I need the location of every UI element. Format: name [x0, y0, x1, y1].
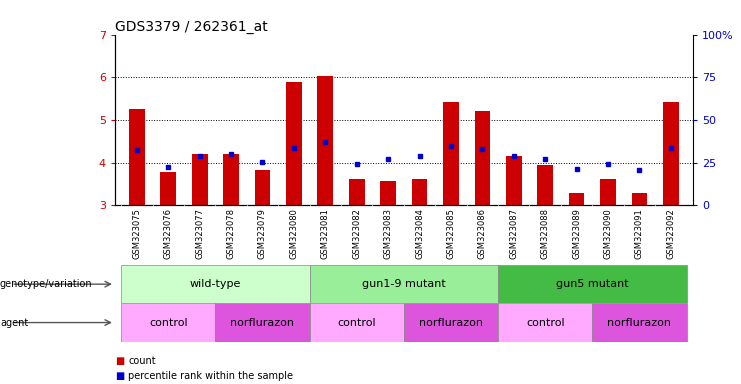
- Text: GSM323089: GSM323089: [572, 209, 581, 259]
- Bar: [129, 109, 144, 205]
- Text: ■: ■: [115, 371, 124, 381]
- Bar: [192, 154, 207, 205]
- Bar: [506, 156, 522, 205]
- Bar: [498, 303, 592, 342]
- Bar: [121, 265, 310, 303]
- Text: GSM323078: GSM323078: [227, 209, 236, 260]
- Bar: [631, 193, 648, 205]
- Text: GSM323077: GSM323077: [195, 209, 205, 260]
- Text: genotype/variation: genotype/variation: [0, 279, 93, 289]
- Bar: [286, 83, 302, 205]
- Text: GSM323085: GSM323085: [447, 209, 456, 259]
- Bar: [600, 179, 616, 205]
- Bar: [569, 193, 585, 205]
- Text: ■: ■: [115, 356, 124, 366]
- Text: gun1-9 mutant: gun1-9 mutant: [362, 279, 446, 289]
- Text: GSM323075: GSM323075: [133, 209, 142, 259]
- Bar: [349, 179, 365, 205]
- Text: GSM323079: GSM323079: [258, 209, 267, 259]
- Bar: [216, 303, 310, 342]
- Text: norflurazon: norflurazon: [608, 318, 671, 328]
- Bar: [592, 303, 687, 342]
- Bar: [663, 102, 679, 205]
- Text: control: control: [526, 318, 565, 328]
- Text: GSM323080: GSM323080: [290, 209, 299, 259]
- Bar: [474, 111, 491, 205]
- Text: control: control: [149, 318, 187, 328]
- Bar: [412, 179, 428, 205]
- Text: norflurazon: norflurazon: [230, 318, 294, 328]
- Bar: [121, 303, 216, 342]
- Text: GSM323092: GSM323092: [666, 209, 675, 259]
- Text: GSM323082: GSM323082: [352, 209, 361, 259]
- Text: control: control: [337, 318, 376, 328]
- Text: GSM323076: GSM323076: [164, 209, 173, 260]
- Text: GSM323086: GSM323086: [478, 209, 487, 260]
- Bar: [310, 303, 404, 342]
- Text: wild-type: wild-type: [190, 279, 241, 289]
- Text: GDS3379 / 262361_at: GDS3379 / 262361_at: [115, 20, 268, 33]
- Bar: [317, 76, 333, 205]
- Bar: [443, 102, 459, 205]
- Text: GSM323087: GSM323087: [509, 209, 518, 260]
- Text: percentile rank within the sample: percentile rank within the sample: [128, 371, 293, 381]
- Text: GSM323090: GSM323090: [603, 209, 613, 259]
- Text: norflurazon: norflurazon: [419, 318, 483, 328]
- Text: count: count: [128, 356, 156, 366]
- Text: GSM323083: GSM323083: [384, 209, 393, 260]
- Bar: [160, 172, 176, 205]
- Bar: [537, 165, 553, 205]
- Text: GSM323081: GSM323081: [321, 209, 330, 259]
- Bar: [310, 265, 498, 303]
- Bar: [380, 180, 396, 205]
- Bar: [255, 170, 270, 205]
- Text: GSM323084: GSM323084: [415, 209, 424, 259]
- Bar: [223, 154, 239, 205]
- Text: gun5 mutant: gun5 mutant: [556, 279, 628, 289]
- Text: GSM323088: GSM323088: [541, 209, 550, 260]
- Text: agent: agent: [0, 318, 28, 328]
- Bar: [404, 303, 498, 342]
- Text: GSM323091: GSM323091: [635, 209, 644, 259]
- Bar: [498, 265, 687, 303]
